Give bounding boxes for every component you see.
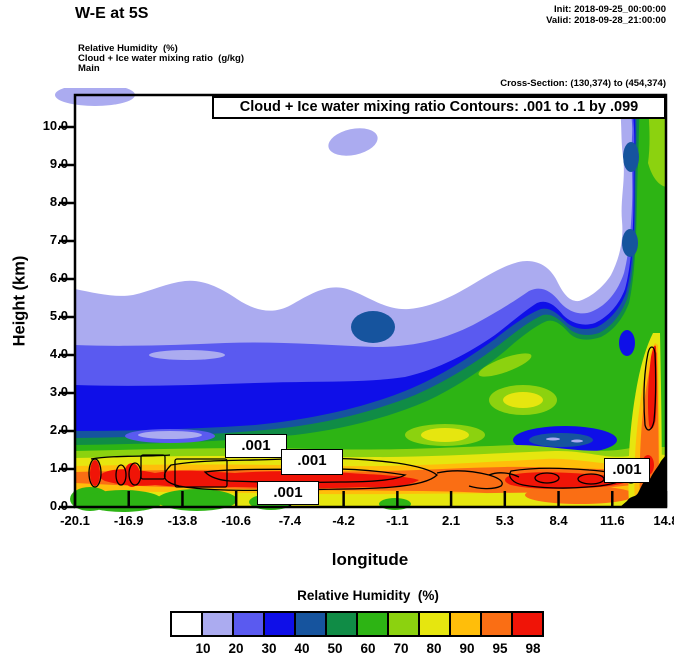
x-tick-label: 8.4 [549,513,568,528]
colorbar-cell [325,611,358,637]
rh-bottom-green-3 [157,489,237,511]
rh-pocket-teal-2 [622,229,638,257]
y-tick-label: 4.0 [49,346,68,361]
valid-timestamp: Valid: 2018-09-28_21:00:00 [546,15,666,26]
colorbar-cell [511,611,544,637]
y-tick-label: 2.0 [49,422,68,437]
rh-patch-lavender-aloft [328,128,378,156]
rh-filled-contours [55,88,666,512]
colorbar-tick-label: 10 [195,641,211,656]
colorbar-cell [232,611,265,637]
colorbar-tick-label: 40 [294,641,310,656]
colorbar-tick-label: 80 [426,641,442,656]
colorbar-tick-label: 50 [327,641,343,656]
axis-ticks [59,125,668,509]
rh-lens-lavender-1 [149,350,225,360]
x-tick-label: 11.6 [599,513,625,528]
rh-region-dry-white [75,95,624,311]
colorbar-tick-label: 70 [393,641,409,656]
y-tick-label: 6.0 [49,270,68,285]
page-title: W-E at 5S [75,5,149,22]
y-tick-label: 10.0 [42,118,68,133]
y-tick-label: 9.0 [49,156,68,171]
cross-section-plot [55,88,668,512]
colorbar [170,611,544,637]
contour-value-label: .001 [604,458,650,483]
colorbar-tick-label: 60 [360,641,376,656]
x-tick-label: -10.6 [221,513,251,528]
rh-pocket-teal-1 [623,142,639,172]
colorbar-title: Relative Humidity (%) [297,588,439,603]
field-label-relative-humidity: Relative Humidity (%) [78,43,178,54]
y-tick-label: 0.0 [49,498,68,513]
rh-blue-lens-dash [546,437,560,441]
x-axis-title: longitude [331,550,409,569]
x-tick-label: 5.3 [495,513,514,528]
colorbar-cell [263,611,296,637]
x-tick-label: 2.1 [442,513,461,528]
y-tick-label: 5.0 [49,308,68,323]
rh-pocket-blue-1 [619,330,635,356]
plot-frame [73,93,668,509]
colorbar-tick-label: 95 [492,641,508,656]
colorbar-tick-label: 30 [261,641,277,656]
colorbar-cell [170,611,203,637]
x-tick-label: -20.1 [60,513,90,528]
colorbar-tick-label: 20 [228,641,244,656]
y-tick-label: 1.0 [49,460,68,475]
rh-blue-lens-core [529,433,593,447]
contour-value-label: .001 [257,481,319,505]
x-tick-label: -7.4 [278,513,302,528]
x-tick-label: -1.1 [386,513,409,528]
colorbar-cell [387,611,420,637]
field-label-cloud-ice: Cloud + Ice water mixing ratio (g/kg) [78,53,245,64]
contour-value-label: .001 [281,449,343,475]
y-tick-label: 8.0 [49,194,68,209]
y-tick-label: 3.0 [49,384,68,399]
colorbar-cell [449,611,482,637]
rh-lens-lavender-2 [138,431,202,439]
rh-pocket-teal-3 [351,311,395,343]
rh-bottom-green-2 [83,490,163,512]
rh-blob-yellow-2 [421,428,469,442]
colorbar-cell [294,611,327,637]
colorbar-cell [418,611,451,637]
x-tick-label: -13.8 [167,513,198,528]
model-label: Main [78,63,100,74]
colorbar-cell [480,611,513,637]
init-timestamp: Init: 2018-09-25_00:00:00 [554,4,666,15]
rh-blob-ygreen-3 [478,353,532,377]
rh-blue-lens-dash2 [571,439,583,443]
rh-bottom-orange [525,486,635,504]
colorbar-cell [201,611,234,637]
colorbar-tick-label: 90 [459,641,475,656]
x-tick-label: -16.9 [113,513,144,528]
rh-blob-yellow-1 [503,392,543,408]
cross-section-coords: Cross-Section: (130,374) to (454,374) [500,78,666,89]
x-tick-label: 14.8 [653,513,674,528]
colorbar-cell [356,611,389,637]
y-tick-label: 7.0 [49,232,68,247]
terrain-silhouette [620,455,666,507]
contour-value-label: .001 [225,434,287,458]
x-tick-label: -4.2 [332,513,355,528]
contour-info-box: Cloud + Ice water mixing ratio Contours:… [212,96,666,119]
colorbar-tick-label: 98 [525,641,541,656]
